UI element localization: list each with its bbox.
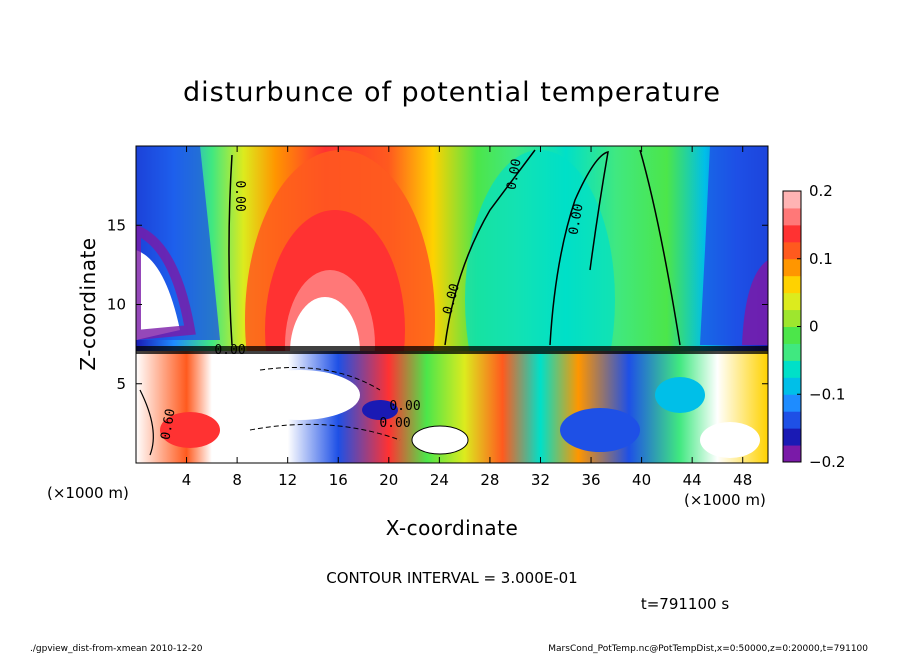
contour-line xyxy=(249,423,401,441)
y-axis: 5 10 15 xyxy=(107,216,768,393)
plot-field xyxy=(136,146,768,463)
y-axis-label: Z-coordinate xyxy=(76,237,100,370)
colorbar-segment xyxy=(783,191,801,209)
x-axis: 4 8 12 16 20 24 28 32 36 40 44 48 xyxy=(182,146,752,489)
x-tick-label: 4 xyxy=(182,471,192,489)
contour-label: 0.00 xyxy=(389,399,420,414)
x-tick-label: 20 xyxy=(379,471,398,489)
contour-label: 0.60 xyxy=(158,408,178,441)
y-tick-label: 10 xyxy=(107,296,126,314)
left-purple-band xyxy=(136,224,196,341)
colorbar-segment xyxy=(783,275,801,294)
chart-title: disturbunce of potential temperature xyxy=(183,77,721,108)
lower-white-blob xyxy=(240,370,360,420)
x-tick-label: 28 xyxy=(480,471,499,489)
y-tick-label: 15 xyxy=(107,216,126,234)
y-tick-label: 5 xyxy=(116,375,126,393)
colorbar-tick-label: 0.1 xyxy=(809,250,833,268)
colorbar-segment xyxy=(783,224,801,243)
contour-line xyxy=(444,149,536,346)
x-tick-label: 24 xyxy=(430,471,449,489)
right-purple-patch xyxy=(742,260,768,345)
colorbar-tick-label: 0.2 xyxy=(809,182,833,200)
contour-line xyxy=(549,151,609,346)
lower-navy-blob xyxy=(362,400,398,420)
colorbar-tick-label: −0.2 xyxy=(809,453,845,471)
colorbar-segment xyxy=(783,309,801,327)
x-tick-label: 16 xyxy=(329,471,348,489)
contour-interval: CONTOUR INTERVAL = 3.000E-01 xyxy=(326,569,577,587)
colorbar-tick-label: −0.1 xyxy=(809,385,845,403)
lower-white-blob-right xyxy=(700,422,760,458)
x-unit-left: (×1000 m) xyxy=(47,484,129,502)
colorbar-segment xyxy=(783,394,801,412)
colorbar-segment xyxy=(783,411,801,429)
x-unit-right: (×1000 m) xyxy=(684,491,766,509)
left-white-patch xyxy=(136,250,180,340)
footer-left: ./gpview_dist-from-xmean 2010-12-20 xyxy=(30,644,203,654)
colorbar-segment xyxy=(783,428,801,446)
contour-line xyxy=(228,154,233,346)
x-tick-label: 36 xyxy=(581,471,600,489)
lower-blue-blob xyxy=(560,408,640,452)
x-tick-label: 44 xyxy=(683,471,702,489)
colorbar: 0.2 0.1 0 −0.1 −0.2 xyxy=(782,182,845,471)
contour-label: 0.00 xyxy=(214,343,245,358)
colorbar-segment xyxy=(783,326,801,344)
contour-line xyxy=(259,367,381,391)
colorbar-segment xyxy=(783,258,801,277)
colorbar-segment xyxy=(783,292,801,311)
x-axis-label: X-coordinate xyxy=(386,516,519,540)
x-tick-label: 12 xyxy=(278,471,297,489)
colorbar-segment xyxy=(783,241,801,260)
contour-labels: 0.000.000.000.000.000.000.000.60 xyxy=(158,158,586,441)
x-tick-label: 48 xyxy=(733,471,752,489)
colorbar-segment xyxy=(783,377,801,395)
colorbar-segment xyxy=(783,360,801,378)
colorbar-segment xyxy=(783,445,801,463)
footer-right: MarsCond_PotTemp.nc@PotTempDist,x=0:5000… xyxy=(548,644,868,654)
contour-line xyxy=(639,149,681,346)
x-tick-label: 40 xyxy=(632,471,651,489)
x-tick-label: 32 xyxy=(531,471,550,489)
contour-label: 0.00 xyxy=(232,180,247,211)
contour-label: 0.00 xyxy=(379,416,410,431)
x-tick-label: 8 xyxy=(232,471,242,489)
lower-cyan-blob xyxy=(655,377,705,413)
inversion-layer xyxy=(136,346,768,354)
colorbar-segment xyxy=(783,207,801,226)
contour-line xyxy=(139,389,154,456)
colorbar-tick-label: 0 xyxy=(809,318,819,336)
contour-label: 0.00 xyxy=(566,203,586,236)
time-label: t=791100 s xyxy=(641,595,729,613)
lower-red-blob xyxy=(160,412,220,448)
colorbar-segment xyxy=(783,343,801,361)
lower-white-eddy xyxy=(411,425,469,455)
contour-label: 0.00 xyxy=(504,158,524,191)
